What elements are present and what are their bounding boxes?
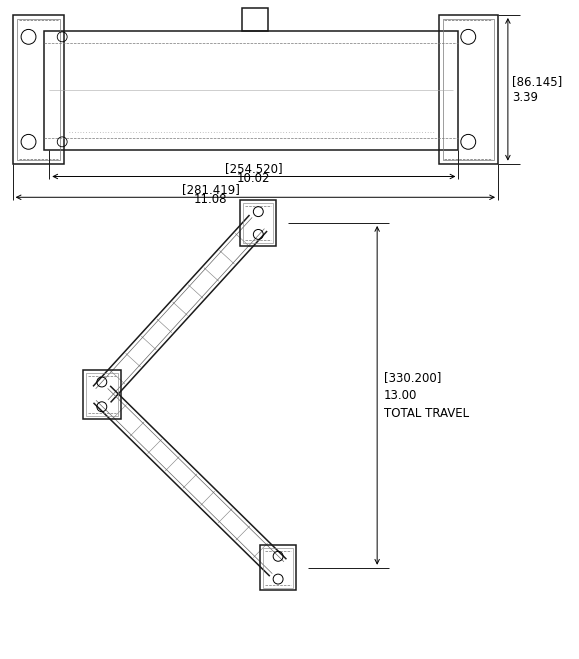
Text: TOTAL TRAVEL: TOTAL TRAVEL bbox=[384, 407, 469, 420]
Bar bbox=[263, 548, 293, 588]
Bar bbox=[442, 19, 494, 159]
Text: [86.145]: [86.145] bbox=[512, 75, 562, 88]
Text: [330.200]: [330.200] bbox=[384, 371, 441, 384]
Bar bbox=[243, 8, 268, 31]
Text: 3.39: 3.39 bbox=[512, 91, 538, 103]
Bar bbox=[86, 372, 118, 416]
Bar bbox=[243, 203, 273, 243]
Text: [281.419]: [281.419] bbox=[182, 183, 240, 196]
Bar bbox=[83, 370, 120, 419]
Text: 10.02: 10.02 bbox=[237, 173, 270, 185]
Bar bbox=[45, 31, 459, 150]
Bar bbox=[438, 15, 498, 163]
Bar bbox=[17, 19, 60, 159]
Text: [254.520]: [254.520] bbox=[225, 163, 283, 175]
Bar bbox=[261, 545, 296, 590]
Text: 11.08: 11.08 bbox=[194, 193, 228, 206]
Text: 13.00: 13.00 bbox=[384, 389, 417, 402]
Bar bbox=[13, 15, 64, 163]
Bar bbox=[240, 200, 276, 246]
